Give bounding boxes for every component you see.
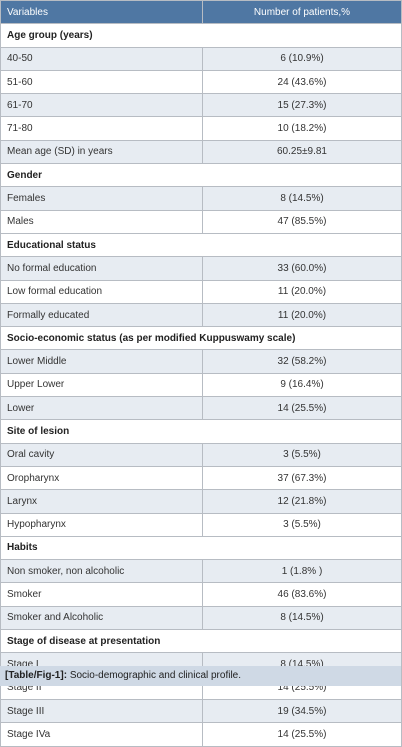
row-label: Lower [0,396,203,421]
table-row: Larynx 12 (21.8%) [0,489,402,514]
table-header-row: Variables Number of patients,% [0,0,402,25]
row-label: No formal education [0,256,203,281]
table-row: Formally educated 11 (20.0%) [0,302,402,328]
section-row: Age group (years) [0,23,402,48]
row-label: Oral cavity [0,442,203,467]
table-caption: [Table/Fig-1]: Socio-demographic and cli… [0,666,401,686]
table-row: Stage III 19 (34.5%) [0,698,402,724]
table-row: Males 47 (85.5%) [0,209,402,234]
row-value: 9 (16.4%) [202,372,402,398]
row-label: Low formal education [0,279,203,304]
table-row: Upper Lower 9 (16.4%) [0,372,402,398]
table-row: Oropharynx 37 (67.3%) [0,465,402,491]
table-row: Low formal education 11 (20.0%) [0,279,402,304]
row-label: Smoker [0,582,203,607]
table-row: 51-60 24 (43.6%) [0,69,402,95]
row-value: 11 (20.0%) [202,279,402,304]
row-value: 1 (1.8% ) [202,559,402,584]
section-title: Educational status [0,232,402,258]
row-value: 14 (25.5%) [202,396,402,421]
table-row: Oral cavity 3 (5.5%) [0,442,402,467]
row-value: 46 (83.6%) [202,582,402,607]
row-value: 8 (14.5%) [202,186,402,211]
row-value: 24 (43.6%) [202,69,402,95]
row-value: 60.25±9.81 [202,139,402,165]
table-row: 40-50 6 (10.9%) [0,46,402,71]
row-value: 37 (67.3%) [202,465,402,491]
header-number-of-patients: Number of patients,% [202,0,402,25]
section-title: Gender [0,163,402,188]
row-value: 3 (5.5%) [202,512,402,537]
table-row: No formal education 33 (60.0%) [0,256,402,281]
section-title: Stage of disease at presentation [0,629,402,654]
row-label: Formally educated [0,302,203,328]
table-row: Smoker and Alcoholic 8 (14.5%) [0,605,402,631]
table-row: Non smoker, non alcoholic 1 (1.8% ) [0,559,402,584]
row-label: Hypopharynx [0,512,203,537]
row-value: 11 (20.0%) [202,302,402,328]
section-title: Site of lesion [0,419,402,444]
row-label: 40-50 [0,46,203,71]
table-row: Lower Middle 32 (58.2%) [0,349,402,374]
table-row: Lower 14 (25.5%) [0,396,402,421]
section-title: Habits [0,535,402,561]
row-value: 47 (85.5%) [202,209,402,234]
table-row: 71-80 10 (18.2%) [0,116,402,141]
table-row: Stage IVa 14 (25.5%) [0,722,402,747]
row-label: Females [0,186,203,211]
table-row: Smoker 46 (83.6%) [0,582,402,607]
table-row: Females 8 (14.5%) [0,186,402,211]
row-label: Smoker and Alcoholic [0,605,203,631]
section-row: Educational status [0,232,402,258]
row-label: Males [0,209,203,234]
section-row: Site of lesion [0,419,402,444]
row-label: Mean age (SD) in years [0,139,203,165]
table-body: Age group (years) 40-50 6 (10.9%) 51-60 24 (… [0,23,402,747]
row-label: Lower Middle [0,349,203,374]
caption-label: [Table/Fig-1]: [5,670,68,681]
caption-text: Socio-demographic and clinical profile. [69,670,242,681]
row-label: Oropharynx [0,465,203,491]
row-label: Upper Lower [0,372,203,398]
row-label: 61-70 [0,93,203,118]
row-label: 51-60 [0,69,203,95]
section-row: Socio-economic status (as per modified K… [0,326,402,351]
section-row: Gender [0,163,402,188]
table-row: 61-70 15 (27.3%) [0,93,402,118]
row-label: Non smoker, non alcoholic [0,559,203,584]
row-value: 8 (14.5%) [202,605,402,631]
row-label: 71-80 [0,116,203,141]
table-row: Mean age (SD) in years 60.25±9.81 [0,139,402,165]
section-row: Stage of disease at presentation [0,629,402,654]
row-value: 14 (25.5%) [202,722,402,747]
row-value: 3 (5.5%) [202,442,402,467]
row-label: Stage IVa [0,722,203,747]
header-variables: Variables [0,0,203,25]
row-value: 19 (34.5%) [202,698,402,724]
row-value: 6 (10.9%) [202,46,402,71]
section-row: Habits [0,535,402,561]
row-label: Stage III [0,698,203,724]
row-value: 32 (58.2%) [202,349,402,374]
section-title: Socio-economic status (as per modified K… [0,326,402,351]
section-title: Age group (years) [0,23,402,48]
table-row: Hypopharynx 3 (5.5%) [0,512,402,537]
row-value: 10 (18.2%) [202,116,402,141]
row-value: 33 (60.0%) [202,256,402,281]
row-value: 12 (21.8%) [202,489,402,514]
row-label: Larynx [0,489,203,514]
row-value: 15 (27.3%) [202,93,402,118]
